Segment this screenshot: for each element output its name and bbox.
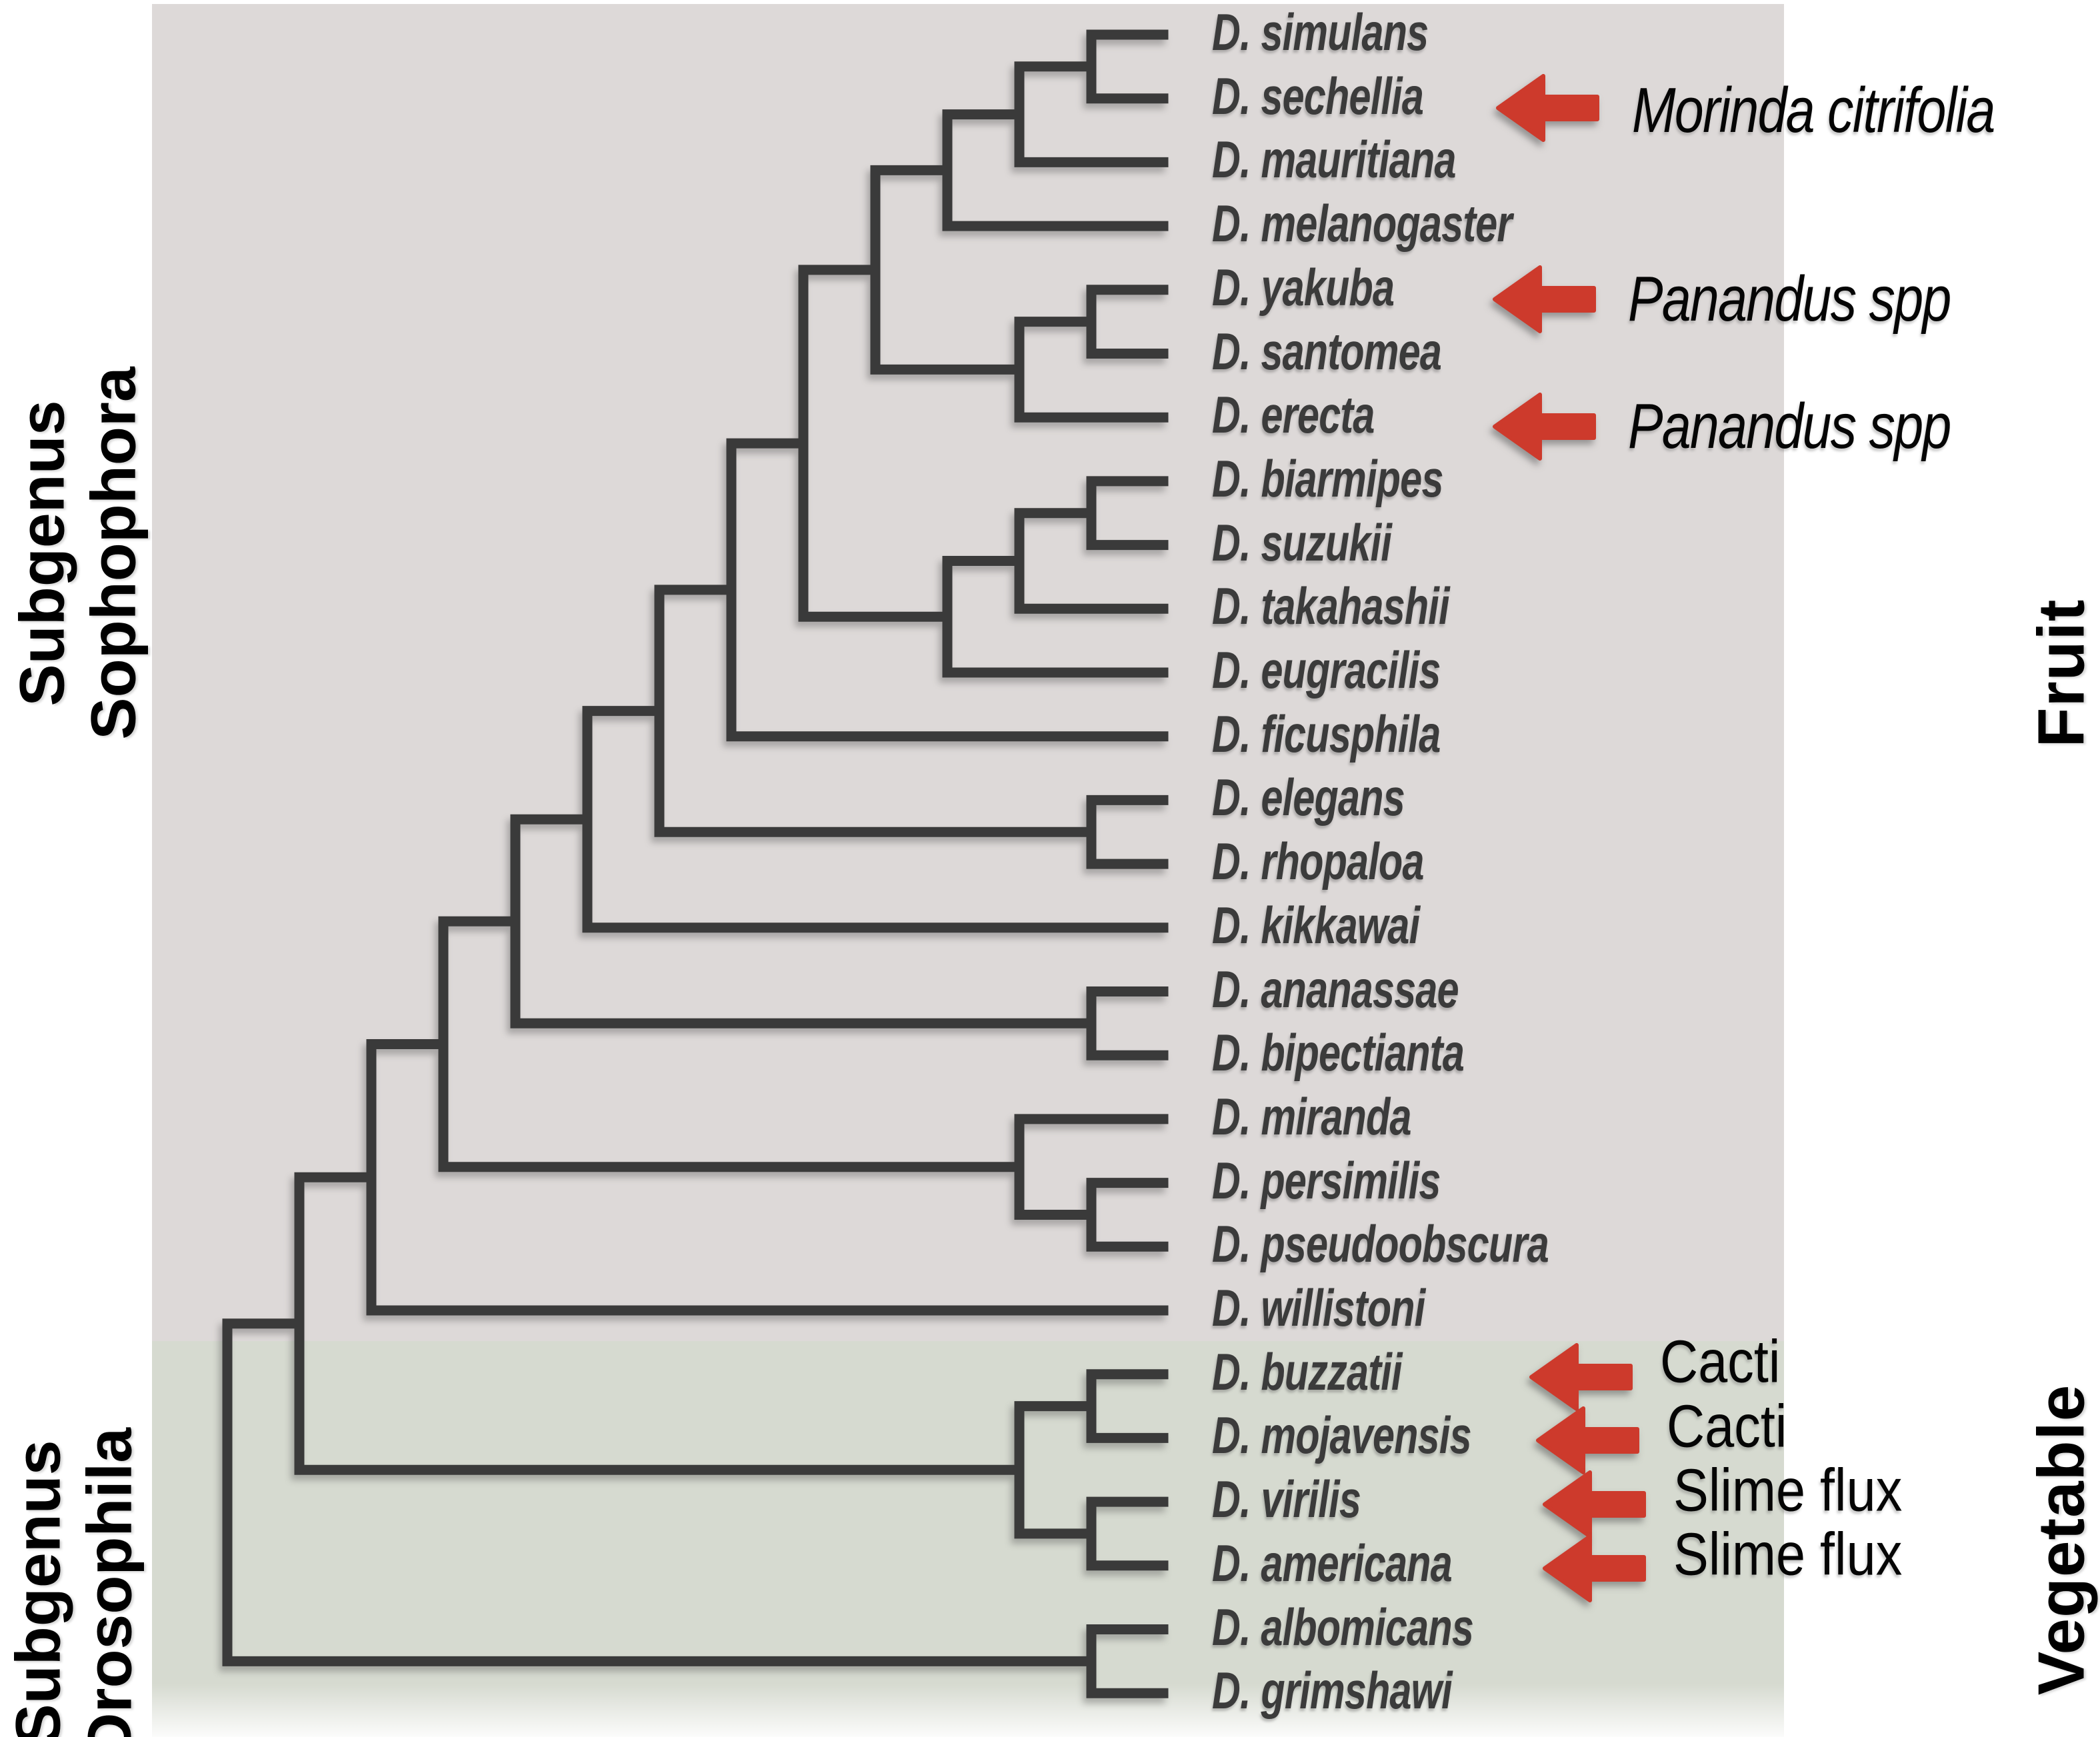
red-left-arrow-icon (1536, 1406, 1639, 1475)
vegetable-label: Vegetable (2024, 1384, 2098, 1696)
species-label: D. willistoni (1212, 1278, 1425, 1337)
species-label: D. mauritiana (1212, 130, 1456, 189)
red-left-arrow-icon (1493, 265, 1596, 333)
species-label: D. virilis (1212, 1469, 1361, 1528)
species-label: D. elegans (1212, 768, 1405, 827)
species-label: D. ananassae (1212, 959, 1459, 1018)
red-left-arrow-icon (1543, 1470, 1646, 1539)
species-label: D. eugracilis (1212, 640, 1441, 699)
red-left-arrow-icon (1496, 73, 1599, 142)
species-label: D. americana (1212, 1533, 1453, 1592)
subgenus-sophophora-label: Subgenus Sophophora (7, 367, 151, 739)
species-label: D. suzukii (1212, 513, 1392, 572)
annotation-label: Morinda citrifolia (1632, 74, 1995, 146)
annotation-label: Panandus spp (1628, 390, 1951, 462)
species-label: D. ficusphila (1212, 704, 1441, 763)
species-label: D. kikkawai (1212, 895, 1420, 954)
annotation-label: Cacti (1667, 1393, 1787, 1460)
species-label: D. takahashii (1212, 577, 1450, 636)
tree-branches (222, 29, 1169, 1698)
subgenus-sophophora-line2: Sophophora (79, 367, 149, 740)
subgenus-drosophila-line1: Subgenus (3, 1440, 74, 1737)
vegetable-clade-panel (152, 1341, 1784, 1737)
species-label: D. yakuba (1212, 257, 1395, 317)
species-label: D. miranda (1212, 1086, 1412, 1146)
species-label: D. bipectianta (1212, 1023, 1465, 1082)
annotation-label: Slime flux (1673, 1521, 1903, 1588)
red-left-arrow-icon (1543, 1534, 1646, 1602)
species-label: D. erecta (1212, 385, 1375, 445)
species-label: D. biarmipes (1212, 449, 1443, 508)
species-label: D. albomicans (1212, 1597, 1474, 1656)
species-label: D. santomea (1212, 321, 1442, 381)
subgenus-sophophora-line1: Subgenus (7, 400, 78, 707)
species-label: D. buzzatii (1212, 1342, 1403, 1401)
panel-bottom-fade (152, 1684, 1784, 1737)
species-label: D. grimshawi (1212, 1661, 1453, 1720)
subgenus-drosophila-label: Subgenus Drosophila (3, 1428, 147, 1737)
species-label: D. pseudoobscura (1212, 1214, 1549, 1274)
species-label: D. sechellia (1212, 66, 1424, 125)
annotation-label: Cacti (1660, 1328, 1781, 1396)
fruit-label: Fruit (2024, 599, 2098, 748)
annotation-label: Slime flux (1673, 1457, 1903, 1524)
subgenus-drosophila-line2: Drosophila (75, 1427, 145, 1737)
species-label: D. mojavensis (1212, 1406, 1472, 1465)
species-label: D. rhopaloa (1212, 831, 1424, 890)
red-left-arrow-icon (1529, 1342, 1633, 1411)
red-left-arrow-icon (1493, 393, 1596, 461)
annotation-label: Panandus spp (1628, 263, 1951, 335)
species-label: D. melanogaster (1212, 193, 1513, 253)
species-label: D. persimilis (1212, 1150, 1441, 1210)
species-label: D. simulans (1212, 2, 1429, 61)
